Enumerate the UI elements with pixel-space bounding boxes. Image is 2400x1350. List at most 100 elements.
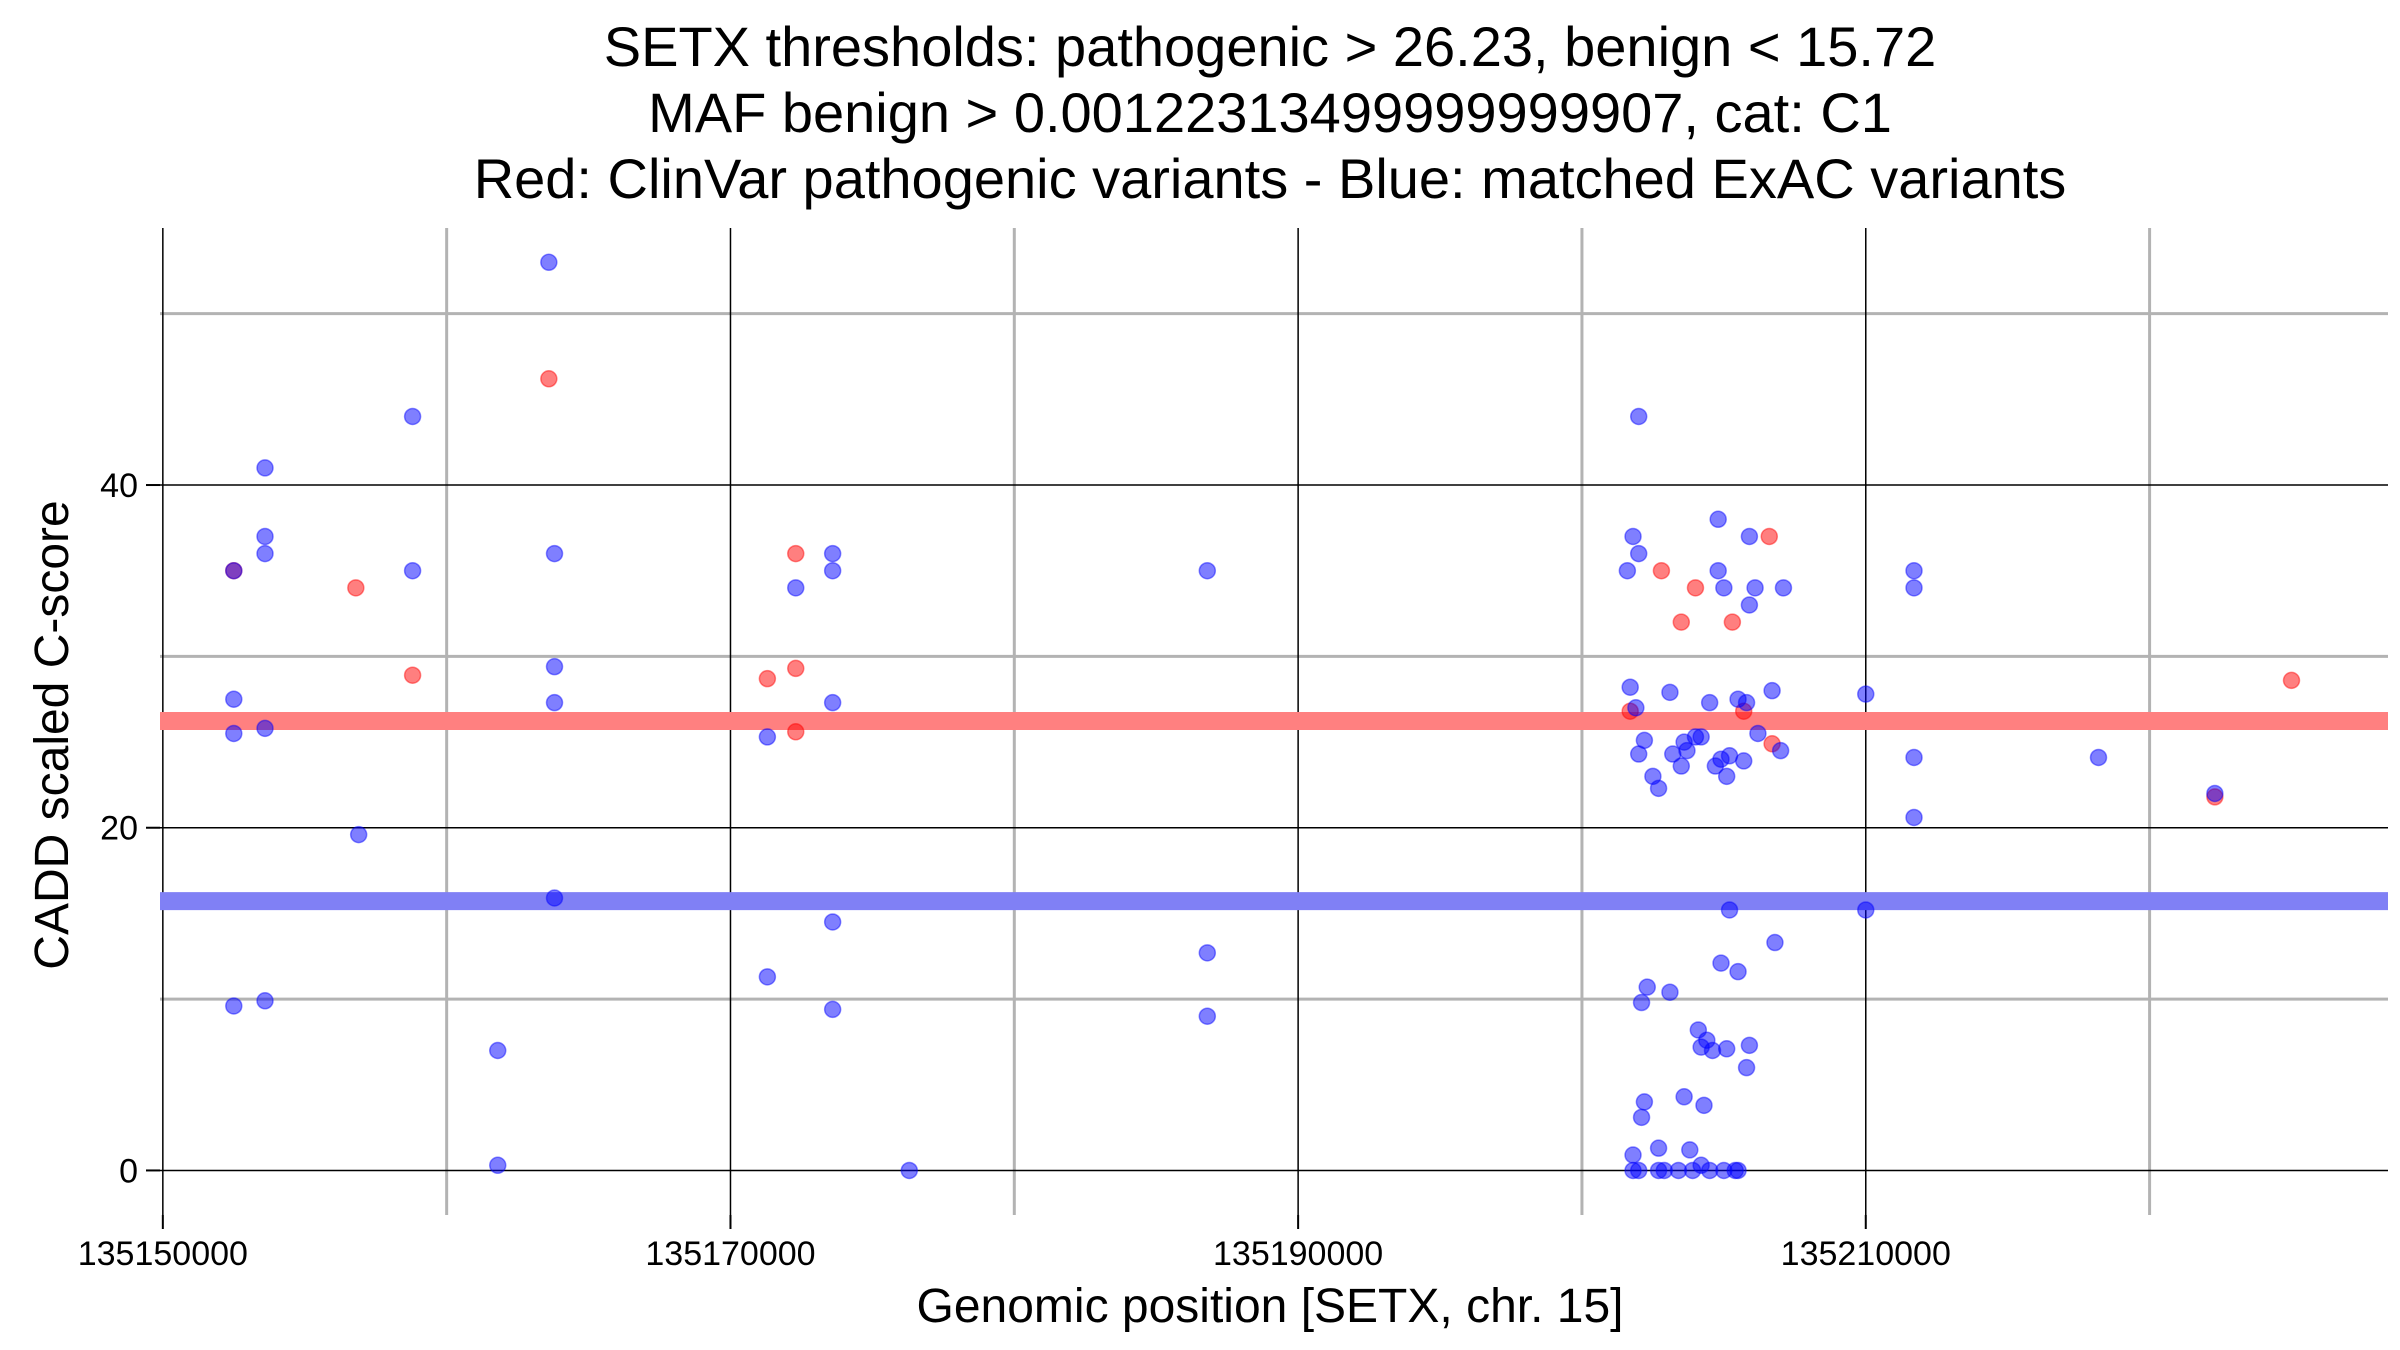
data-point	[1649, 1139, 1668, 1157]
data-point	[758, 968, 777, 986]
data-point	[1632, 1108, 1651, 1127]
data-point	[347, 579, 365, 597]
data-point	[1715, 579, 1733, 597]
data-point	[1720, 747, 1739, 765]
data-point	[823, 561, 842, 580]
title-line-3: Red: ClinVar pathogenic variants - Blue:…	[474, 147, 2067, 210]
data-point	[1686, 579, 1705, 597]
axis-ticks: 135150000 135170000 135190000 135210000 0 20 4…	[78, 467, 1951, 1273]
data-point	[823, 693, 842, 712]
data-point	[1774, 579, 1793, 597]
data-point	[1857, 901, 1875, 919]
data-point	[2206, 784, 2224, 803]
data-point	[1198, 561, 1217, 580]
data-point	[1661, 983, 1679, 1001]
data-point	[1629, 1161, 1648, 1180]
y-axis-label: CADD scaled C-score	[26, 500, 79, 969]
data-point	[488, 1041, 507, 1060]
data-point	[1766, 933, 1784, 952]
data-point	[225, 724, 243, 743]
data-point	[545, 544, 564, 563]
data-point	[349, 825, 368, 844]
data-point	[1740, 1036, 1759, 1055]
data-point	[256, 992, 274, 1010]
data-point	[225, 561, 243, 580]
data-point	[256, 527, 274, 546]
threshold-lines	[160, 711, 2388, 911]
data-point	[1629, 745, 1648, 763]
data-point	[1749, 724, 1767, 743]
data-point	[1632, 993, 1651, 1012]
data-point	[1712, 954, 1730, 972]
data-point	[225, 997, 243, 1015]
data-point	[1635, 1093, 1654, 1111]
data-point	[1729, 962, 1747, 981]
data-point	[1734, 752, 1753, 770]
data-point	[758, 728, 777, 746]
data-point	[1678, 741, 1696, 760]
data-point	[1740, 527, 1759, 546]
chart-title: SETX thresholds: pathogenic > 26.23, ben…	[474, 15, 2067, 210]
data-point	[1695, 1096, 1713, 1115]
data-point	[758, 669, 777, 688]
data-point	[1905, 561, 1923, 580]
data-point	[1672, 757, 1691, 775]
data-point	[1709, 561, 1727, 580]
y-tick-label: 40	[100, 467, 138, 505]
data-point	[1624, 527, 1642, 546]
data-point	[1905, 579, 1923, 597]
data-point	[1700, 693, 1719, 712]
data-point	[1198, 944, 1217, 962]
data-point	[1661, 683, 1679, 702]
data-point	[787, 579, 805, 597]
data-point	[823, 1000, 842, 1019]
data-point	[1629, 407, 1648, 426]
data-point	[1760, 527, 1779, 546]
data-point	[1746, 579, 1764, 597]
data-point	[1618, 561, 1637, 580]
data-point	[545, 693, 564, 712]
data-point	[1709, 510, 1727, 529]
data-point	[545, 657, 564, 676]
data-point	[787, 544, 805, 563]
x-tick-label: 135150000	[78, 1235, 248, 1273]
data-point	[1717, 1040, 1736, 1058]
data-point	[1692, 728, 1710, 746]
data-point	[1737, 693, 1756, 712]
data-point	[1737, 1058, 1756, 1077]
data-point	[1720, 901, 1739, 919]
data-point	[1723, 613, 1742, 631]
x-tick-label: 135170000	[645, 1235, 815, 1273]
x-tick-label: 135190000	[1213, 1235, 1383, 1273]
data-point	[540, 370, 558, 388]
data-point	[1621, 678, 1639, 696]
data-point	[1740, 596, 1759, 614]
data-point	[1624, 1146, 1642, 1164]
data-point	[256, 544, 274, 563]
data-point	[1763, 681, 1781, 700]
data-point	[823, 544, 842, 563]
data-points	[225, 253, 2301, 1180]
data-point	[787, 723, 805, 741]
data-point	[540, 253, 558, 272]
data-point	[2089, 748, 2108, 767]
data-point	[256, 459, 274, 477]
data-point	[1717, 767, 1736, 786]
data-point	[1729, 1161, 1747, 1180]
data-point	[1681, 1141, 1699, 1159]
data-point	[1692, 1038, 1710, 1056]
data-point	[1638, 978, 1656, 996]
data-point	[1771, 741, 1790, 760]
data-point	[256, 719, 274, 738]
grid	[160, 228, 2388, 1215]
data-point	[1672, 613, 1691, 631]
data-point	[823, 913, 842, 931]
data-point	[403, 407, 422, 426]
data-point	[1649, 779, 1668, 798]
data-point	[1627, 699, 1645, 717]
data-point	[403, 561, 422, 580]
y-tick-label: 20	[100, 810, 138, 848]
title-line-2: MAF benign > 0.00122313499999999907, cat…	[648, 81, 1892, 144]
data-point	[2282, 671, 2301, 690]
